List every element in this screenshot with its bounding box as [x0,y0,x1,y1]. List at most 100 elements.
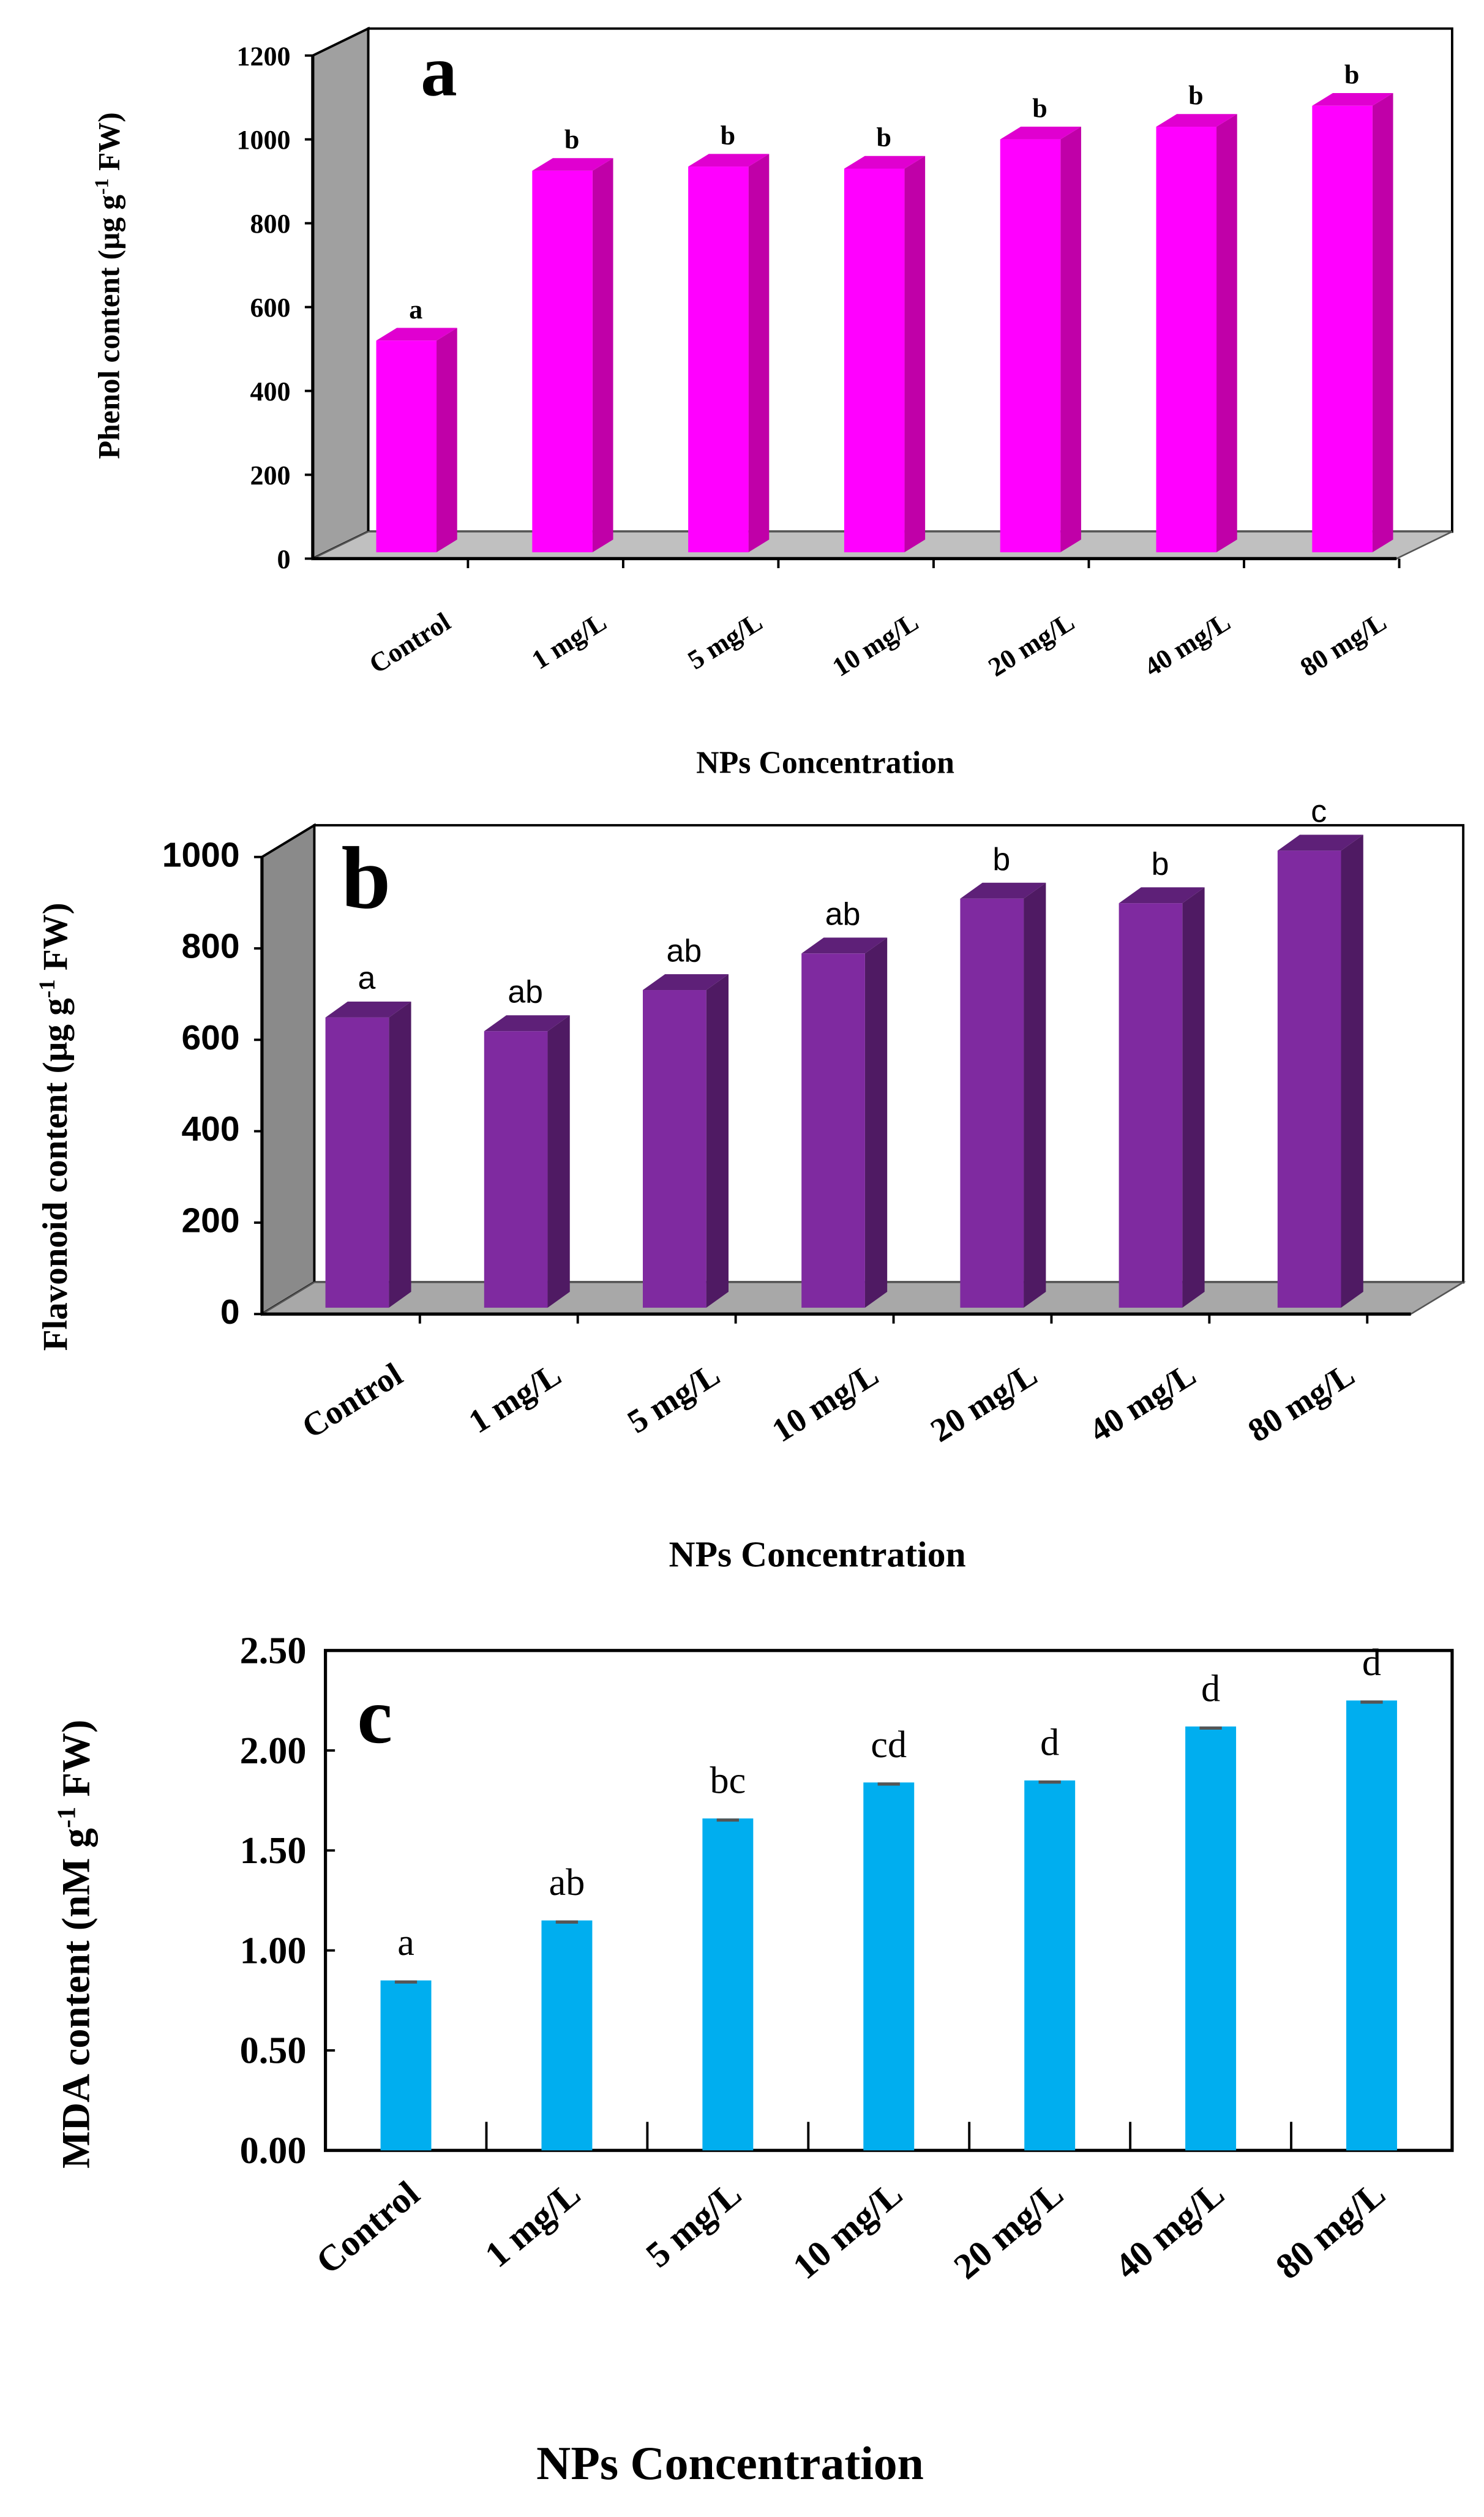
bar-20-mg-L [960,898,1024,1308]
chart-panel-b: 0 200 400 600 800 1000 a Control ab 1 mg/L ab 5 mg/… [35,793,1466,1574]
y-tick-label: 0.00 [240,2130,307,2172]
bar-side [904,156,926,553]
y-tick-label: 0 [277,544,291,574]
y-tick-label: 400 [250,377,290,407]
x-tick-label: 40 mg/L [1107,2173,1232,2287]
bar-Control [325,1017,389,1308]
y-tick-label: 400 [181,1109,239,1149]
y-tick-label: 200 [250,460,290,490]
y-tick-label: 600 [181,1018,239,1057]
bar-side [748,154,770,553]
significance-letter: bc [710,1760,746,1802]
bar-Control [376,340,437,553]
y-axis-label-end: FW) [54,1720,98,1807]
y-tick-label: 1000 [236,125,290,155]
y-tick-label: 2.50 [240,1630,307,1671]
x-tick-label: 80 mg/L [1268,2173,1393,2287]
bar-5-mg-L [642,990,706,1308]
bar-20-mg-L [1000,139,1061,553]
significance-letter: b [1152,846,1169,882]
bar-top [1312,93,1393,106]
chart-panel-a: 0 200 400 600 800 1000 1200 a Control b 1 mg/L b 5 m… [91,26,1453,780]
side-wall [311,26,370,561]
bar-1-mg-L [541,1920,593,2151]
significance-letter: a [409,294,422,324]
x-tick-label: 80 mg/L [1242,1356,1361,1449]
significance-letter: cd [871,1724,907,1766]
significance-letter: ab [667,932,702,968]
x-axis-title: NPs Concentration [536,2437,924,2489]
significance-letter: b [992,841,1010,877]
y-tick-label: 0 [220,1292,240,1332]
significance-letter: b [564,125,580,155]
significance-letter: d [1040,1722,1059,1764]
significance-letter: b [1188,81,1204,111]
bar-side [706,974,729,1308]
significance-letter: b [1344,60,1360,90]
x-tick-label: 5 mg/L [683,607,768,675]
bar-top [1119,887,1205,904]
bar-side [1182,887,1205,1308]
y-axis-label-text: MDA content (nM g [54,1828,98,2169]
significance-letter: ab [825,896,861,932]
bar-top [801,937,888,954]
x-axis-title: NPs Concentration [696,745,954,780]
x-tick-label: Control [364,607,455,680]
y-axis-label-text: Phenol content (µg g [92,195,126,459]
y-axis-label: MDA content (nM g-1 FW) [52,1720,98,2169]
y-axis-label-end: FW) [92,112,126,178]
bar-40-mg-L [1119,903,1183,1308]
bar-top [960,882,1046,899]
bar-1-mg-L [484,1031,548,1308]
panel-letter: a [421,31,457,111]
y-axis-label-superscript: -1 [35,979,60,998]
y-tick-label: 200 [181,1201,239,1240]
bar-top [688,154,770,167]
bar-10-mg-L [863,1782,915,2151]
bar-20-mg-L [1024,1780,1076,2151]
y-tick-label: 800 [250,209,290,239]
bar-side [1024,882,1046,1308]
bar-top [325,1001,411,1018]
side-wall [260,823,316,1316]
bar-top [484,1015,570,1032]
x-tick-label: 5 mg/L [638,2173,749,2275]
bar-side [437,328,457,553]
x-tick-label: Control [309,2173,427,2282]
bar-5-mg-L [702,1818,754,2151]
bar-80-mg-L [1346,1700,1397,2151]
y-axis-label-text: Flavonoid content (µg g [36,998,75,1351]
bar-side [389,1001,411,1308]
y-tick-label: 1.50 [240,1830,307,1872]
y-tick-label: 0.50 [240,2030,307,2072]
x-tick-label: 1 mg/L [478,2173,588,2275]
significance-letter: b [721,121,736,151]
bar-side [1060,126,1081,553]
significance-letter: ab [508,974,543,1010]
bar-1-mg-L [532,170,593,553]
bar-top [1000,126,1081,140]
bar-5-mg-L [688,167,749,553]
bar-80-mg-L [1277,850,1341,1308]
panel-letter: c [357,1673,392,1760]
x-tick-label: 5 mg/L [621,1356,726,1441]
bar-top [642,974,729,991]
chart-panel-c: 0.00 0.50 1.00 1.50 2.00 2.50 a Control ab 1 mg/L… [52,1630,1454,2489]
y-tick-label: 600 [250,293,290,323]
y-tick-label: 800 [181,927,239,966]
bar-10-mg-L [801,953,865,1308]
x-tick-label: 20 mg/L [983,607,1080,683]
bar-80-mg-L [1312,105,1373,553]
x-tick-label: 20 mg/L [946,2173,1071,2287]
significance-letter: d [1201,1668,1220,1709]
y-tick-label: 2.00 [240,1730,307,1772]
y-axis-label: Phenol content (µg g-1 FW) [91,112,126,459]
x-tick-label: 10 mg/L [765,1356,885,1449]
significance-letter: a [358,960,376,996]
x-axis-title: NPs Concentration [669,1534,966,1574]
y-axis-label-superscript: -1 [91,178,113,195]
bar-top [1156,114,1237,127]
x-tick-label: Control [295,1356,408,1446]
significance-letter: b [1032,93,1047,123]
